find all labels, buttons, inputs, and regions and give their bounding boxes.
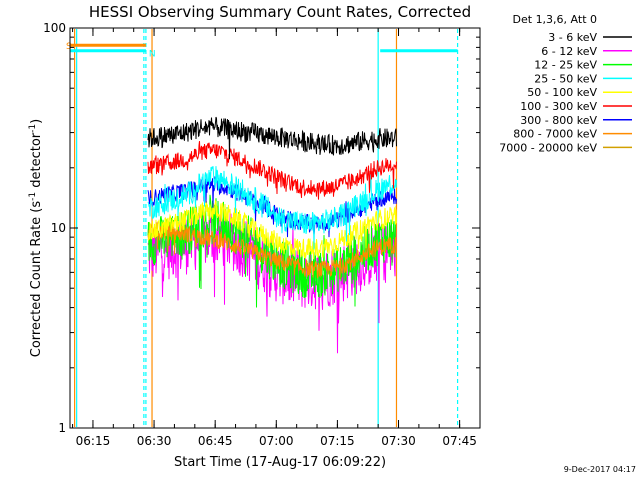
- x-axis-ticks: 06:15 06:30 06:45 07:00 07:15 07:30 07:45: [72, 28, 481, 448]
- timestamp: 9-Dec-2017 04:17: [564, 465, 636, 474]
- legend-label-1: 6 - 12 keV: [541, 45, 597, 58]
- series-line-0: [147, 116, 397, 160]
- y-axis-label: Corrected Count Rate (s-1 detector-1): [28, 119, 44, 357]
- legend-title: Det 1,3,6, Att 0: [513, 13, 597, 26]
- x-tick-label: 06:45: [198, 434, 233, 448]
- x-tick-label: 07:15: [320, 434, 355, 448]
- y-tick-label: 10: [51, 221, 66, 235]
- series-line-3: [147, 166, 397, 250]
- y-tick-label: 1: [58, 421, 66, 435]
- plot-area: SN: [66, 29, 459, 427]
- x-tick-label: 06:30: [137, 434, 172, 448]
- y-axis-label-end: ): [29, 119, 44, 124]
- legend-label-3: 25 - 50 keV: [534, 72, 597, 85]
- legend-label-2: 12 - 25 keV: [534, 59, 597, 72]
- y-axis-label-sup2: -1: [28, 124, 38, 133]
- plot-frame: [69, 27, 481, 429]
- chart-title: HESSI Observing Summary Count Rates, Cor…: [89, 3, 471, 21]
- x-tick-label: 07:00: [259, 434, 294, 448]
- x-tick-label: 06:15: [76, 434, 111, 448]
- legend-label-5: 100 - 300 keV: [520, 100, 597, 113]
- flag-label-s: S: [66, 42, 72, 52]
- x-tick-label: 07:45: [442, 434, 477, 448]
- y-tick-label: 100: [43, 21, 66, 35]
- y-axis-label-main: Corrected Count Rate (s: [29, 201, 44, 358]
- legend-label-4: 50 - 100 keV: [527, 86, 597, 99]
- legend-label-6: 300 - 800 keV: [520, 114, 597, 127]
- series-line-7: [147, 222, 397, 280]
- series-line-4: [147, 199, 397, 260]
- y-axis-ticks: 1 10 100: [43, 21, 480, 435]
- legend-label-8: 7000 - 20000 keV: [499, 141, 597, 154]
- series-line-5: [147, 141, 397, 200]
- x-tick-label: 07:30: [381, 434, 416, 448]
- y-axis-label-mid: detector: [29, 132, 44, 192]
- flag-label-n: N: [149, 50, 156, 60]
- legend-label-7: 800 - 7000 keV: [513, 128, 597, 141]
- x-axis-label: Start Time (17-Aug-17 06:09:22): [174, 455, 386, 470]
- legend-label-0: 3 - 6 keV: [548, 31, 597, 44]
- y-axis-label-sup1: -1: [28, 192, 38, 201]
